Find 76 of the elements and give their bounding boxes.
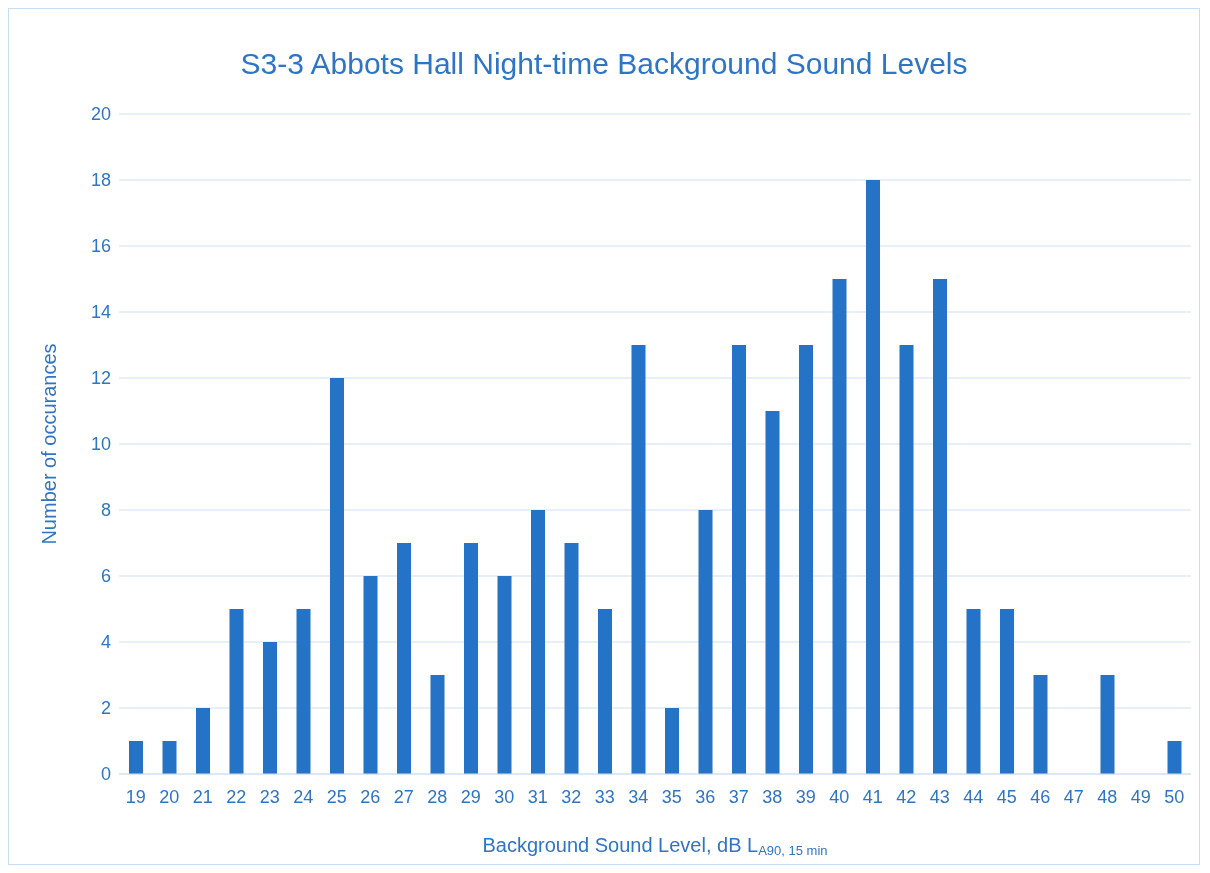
x-tick-label: 50: [1164, 786, 1185, 807]
y-axis-title: Number of occurances: [38, 343, 61, 545]
bar: [765, 411, 780, 774]
x-tick-label: 42: [896, 786, 917, 807]
bar: [531, 510, 545, 774]
bar: [229, 609, 244, 774]
x-tick-label: 27: [393, 786, 414, 807]
bar: [296, 609, 311, 774]
x-tick-label: 24: [293, 786, 314, 807]
x-tick-label: 43: [929, 786, 950, 807]
bar: [1167, 741, 1182, 774]
x-tick-label: 45: [996, 786, 1017, 807]
bar: [598, 609, 612, 774]
x-tick-label: 47: [1063, 786, 1084, 807]
x-tick-label: 28: [427, 786, 448, 807]
bar: [497, 576, 512, 774]
x-tick-label: 25: [326, 786, 347, 807]
bar: [966, 609, 981, 774]
bar: [430, 675, 445, 774]
x-tick-label: 30: [494, 786, 515, 807]
bar: [1033, 675, 1048, 774]
y-tick-label: 0: [100, 764, 111, 785]
x-tick-label: 35: [661, 786, 682, 807]
x-tick-label: 29: [460, 786, 481, 807]
bar: [162, 741, 177, 774]
bar: [832, 279, 847, 774]
x-tick-label: 36: [695, 786, 716, 807]
x-tick-label: 44: [963, 786, 984, 807]
bar: [732, 345, 746, 774]
x-tick-label: 34: [628, 786, 649, 807]
x-axis-title: Background Sound Level, dB L$_{A90, 15 min}$: [482, 834, 828, 859]
bar: [564, 543, 579, 774]
y-tick-label: 18: [90, 170, 111, 191]
y-tick-label: 8: [100, 500, 111, 521]
bar: [698, 510, 713, 774]
bar: [933, 279, 947, 774]
bar: [1100, 675, 1115, 774]
x-tick-label: 20: [159, 786, 180, 807]
x-tick-label: 37: [728, 786, 749, 807]
bar: [397, 543, 411, 774]
x-tick-label: 32: [561, 786, 582, 807]
x-tick-label: 39: [795, 786, 816, 807]
y-tick-label: 6: [100, 566, 111, 587]
x-tick-label: 31: [527, 786, 548, 807]
x-tick-label: 48: [1097, 786, 1118, 807]
x-tick-label: 19: [125, 786, 146, 807]
y-tick-label: 20: [90, 104, 111, 125]
bar: [196, 708, 210, 774]
bar: [866, 180, 880, 774]
bar: [263, 642, 277, 774]
bar: [330, 378, 344, 774]
y-tick-label: 16: [90, 236, 111, 257]
x-tick-label: 46: [1030, 786, 1051, 807]
x-tick-label: 23: [259, 786, 280, 807]
bar: [899, 345, 914, 774]
bar: [464, 543, 478, 774]
bar: [799, 345, 813, 774]
y-tick-label: 14: [90, 302, 111, 323]
y-tick-label: 4: [100, 632, 111, 653]
chart-title: S3-3 Abbots Hall Night-time Background Sound Levels: [239, 47, 969, 81]
bar: [631, 345, 646, 774]
x-tick-label: 41: [862, 786, 883, 807]
x-tick-label: 21: [192, 786, 213, 807]
y-tick-label: 2: [100, 698, 111, 719]
x-tick-label: 40: [829, 786, 850, 807]
bar: [665, 708, 679, 774]
x-tick-label: 26: [360, 786, 381, 807]
bar: [363, 576, 378, 774]
x-tick-label: 22: [226, 786, 247, 807]
y-tick-label: 12: [90, 368, 111, 389]
x-tick-label: 38: [762, 786, 783, 807]
bar: [129, 741, 143, 774]
bar: [1000, 609, 1014, 774]
x-tick-label: 33: [594, 786, 615, 807]
y-tick-label: 10: [90, 434, 111, 455]
x-tick-label: 49: [1130, 786, 1151, 807]
